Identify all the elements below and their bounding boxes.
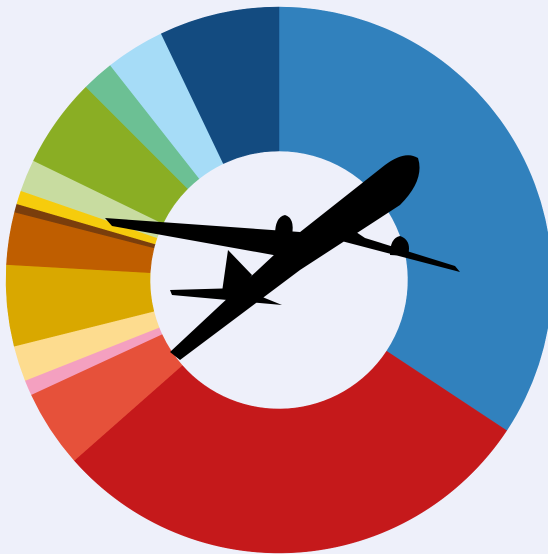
chart [0, 0, 548, 554]
page: {"chart_data": {"type": "donut", "values… [0, 0, 548, 554]
